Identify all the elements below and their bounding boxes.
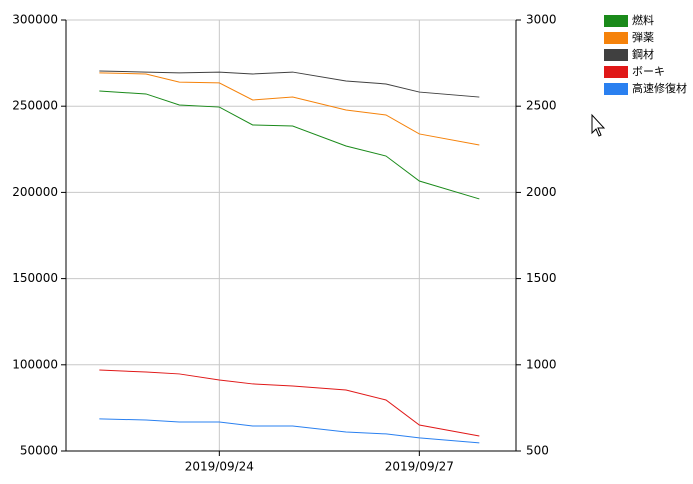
y-tick-label: 50000 (20, 444, 58, 458)
legend-swatch (604, 83, 628, 95)
x-tick-label: 2019/09/27 (385, 460, 454, 474)
y2-tick-label: 2500 (526, 99, 557, 113)
legend-swatch (604, 49, 628, 61)
y2-tick-label: 2000 (526, 185, 557, 199)
legend-label: ボーキ (632, 65, 665, 78)
y2-tick-label: 500 (526, 444, 549, 458)
y2-tick-label: 3000 (526, 13, 557, 27)
series-line (99, 72, 480, 146)
legend-label: 鋼材 (632, 47, 654, 61)
legend-swatch (604, 66, 628, 78)
x-tick-label: 2019/09/24 (185, 460, 254, 474)
series-line (99, 369, 480, 437)
y-tick-label: 300000 (12, 13, 58, 27)
y2-tick-label: 1500 (526, 271, 557, 285)
legend-label: 燃料 (632, 13, 654, 27)
series-line (99, 90, 480, 200)
y-tick-label: 100000 (12, 357, 58, 371)
mouse-cursor (591, 113, 606, 137)
legend-label: 高速修復材 (632, 81, 687, 95)
series-line (99, 418, 480, 444)
y-tick-label: 200000 (12, 185, 58, 199)
legend-swatch (604, 32, 628, 44)
legend-swatch (604, 15, 628, 27)
y-tick-label: 150000 (12, 271, 58, 285)
y2-tick-label: 1000 (526, 357, 557, 371)
y-tick-label: 250000 (12, 99, 58, 113)
series-line (99, 70, 480, 98)
legend-label: 弾薬 (632, 31, 654, 44)
